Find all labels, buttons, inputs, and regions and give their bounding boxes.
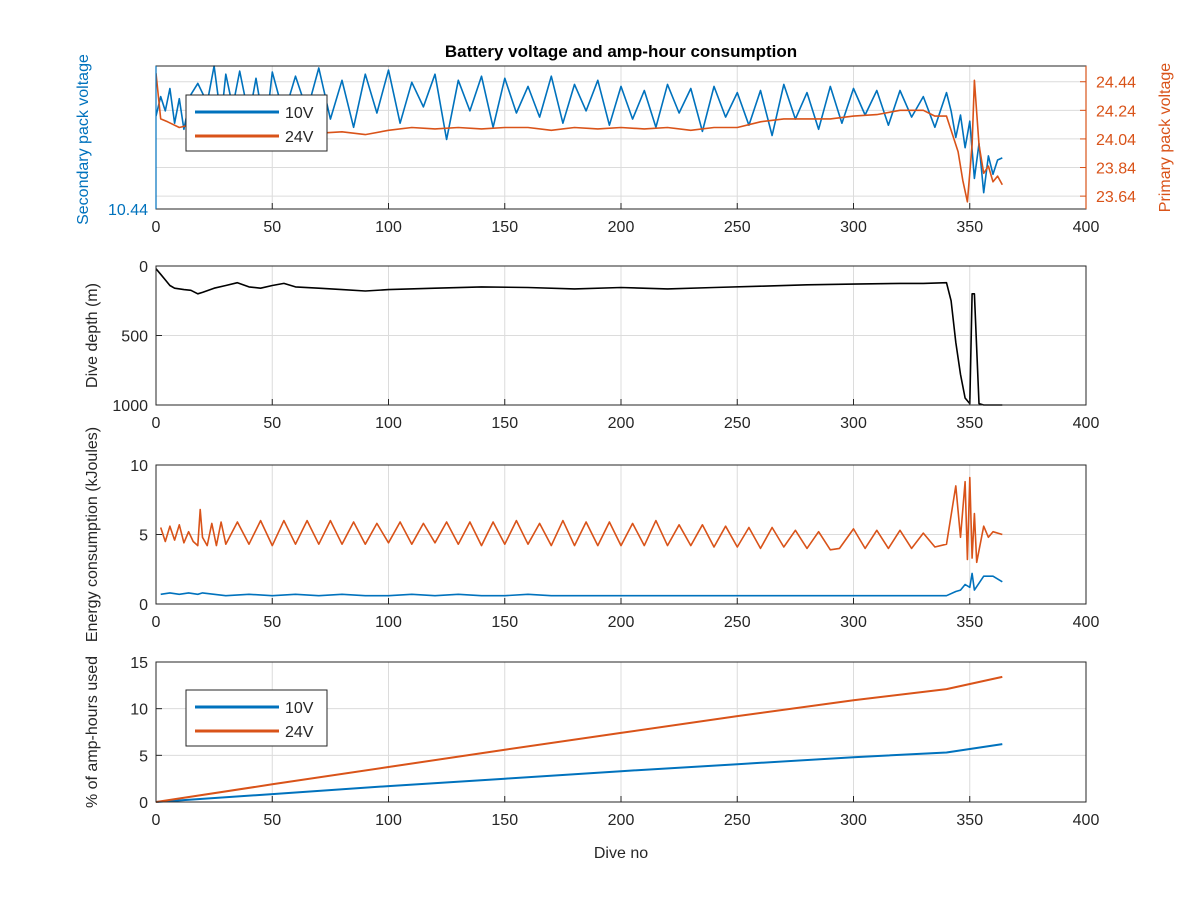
- x-tick-label: 250: [724, 219, 751, 236]
- y-tick-label: 5: [139, 748, 148, 765]
- subplot-4: 0 50 100 150 200 250 300 350 400 0 5 10 15 % of amp-h…: [84, 655, 1099, 829]
- y-tick-label: 0: [139, 795, 148, 812]
- x-tick-label: 150: [491, 415, 518, 432]
- x-tick-label: 300: [840, 614, 867, 631]
- x-tick-label: 350: [956, 812, 983, 829]
- subplot-2: 0 50 100 150 200 250 300 350 400 0 500 1000 Dive dep…: [84, 259, 1099, 432]
- x-tick-label: 300: [840, 219, 867, 236]
- x-tick-label: 300: [840, 812, 867, 829]
- x-tick-label: 400: [1073, 812, 1100, 829]
- x-tick-label: 350: [956, 219, 983, 236]
- y-axis-label-right: Primary pack voltage: [1157, 63, 1174, 212]
- x-tick-label: 200: [608, 219, 635, 236]
- x-tick-label: 100: [375, 614, 402, 631]
- legend-label-10v: 10V: [285, 700, 314, 717]
- x-tick-label: 0: [152, 614, 161, 631]
- y-axis-label: Energy consumption (kJoules): [84, 427, 101, 642]
- y-tick-label: 500: [121, 329, 148, 346]
- x-tick-label: 250: [724, 614, 751, 631]
- x-tick-label: 0: [152, 812, 161, 829]
- x-tick-label: 50: [263, 219, 281, 236]
- x-tick-label: 400: [1073, 219, 1100, 236]
- y-tick-label-left: 10.44: [108, 202, 148, 219]
- x-tick-label: 50: [263, 415, 281, 432]
- y-axis-label: % of amp-hours used: [84, 656, 101, 808]
- y-tick-label-right: 24.44: [1096, 75, 1136, 92]
- x-tick-label: 0: [152, 415, 161, 432]
- y-tick-label-right: 23.84: [1096, 161, 1136, 178]
- x-axis-label: Dive no: [594, 845, 648, 862]
- y-tick-label: 15: [130, 655, 148, 672]
- legend-label-24v: 24V: [285, 129, 314, 146]
- series-line-24v: [156, 675, 1003, 803]
- figure-title: Battery voltage and amp-hour consumption: [445, 42, 797, 61]
- y-tick-label: 5: [139, 528, 148, 545]
- y-tick-label: 10: [130, 458, 148, 475]
- subplot-3: 0 50 100 150 200 250 300 350 400 0 5 10 Energy consu…: [84, 427, 1099, 642]
- x-tick-label: 150: [491, 219, 518, 236]
- x-tick-label: 400: [1073, 415, 1100, 432]
- series-line-10v: [160, 572, 1003, 597]
- x-tick-label: 100: [375, 812, 402, 829]
- y-tick-label: 0: [139, 259, 148, 276]
- x-tick-label: 50: [263, 812, 281, 829]
- x-tick-label: 150: [491, 812, 518, 829]
- x-tick-label: 250: [724, 415, 751, 432]
- x-tick-label: 150: [491, 614, 518, 631]
- legend-box: [185, 94, 328, 152]
- series-line-10v: [156, 743, 1003, 803]
- legend-label-24v: 24V: [285, 724, 314, 741]
- series-line-depth: [156, 268, 1003, 406]
- x-tick-label: 50: [263, 614, 281, 631]
- x-tick-label: 300: [840, 415, 867, 432]
- x-tick-label: 200: [608, 812, 635, 829]
- legend-label-10v: 10V: [285, 105, 314, 122]
- y-tick-label-right: 23.64: [1096, 189, 1136, 206]
- x-tick-label: 350: [956, 614, 983, 631]
- y-tick-label: 1000: [112, 398, 148, 415]
- x-tick-label: 100: [375, 415, 402, 432]
- y-axis-label-left: Secondary pack voltage: [75, 54, 92, 225]
- y-tick-label: 0: [139, 597, 148, 614]
- subplot-1: 0 50 100 150 200 250 300 350 400 10.44 Secondary p…: [75, 54, 1174, 236]
- y-tick-label: 10: [130, 702, 148, 719]
- x-tick-label: 350: [956, 415, 983, 432]
- y-axis-label: Dive depth (m): [84, 283, 101, 388]
- legend-box: [185, 689, 328, 747]
- x-tick-label: 250: [724, 812, 751, 829]
- x-tick-label: 200: [608, 614, 635, 631]
- y-tick-label-right: 24.04: [1096, 132, 1136, 149]
- x-tick-label: 0: [152, 219, 161, 236]
- x-tick-label: 100: [375, 219, 402, 236]
- y-tick-label-right: 24.24: [1096, 103, 1136, 120]
- x-tick-label: 200: [608, 415, 635, 432]
- x-tick-label: 400: [1073, 614, 1100, 631]
- series-line-24v: [159, 476, 1003, 564]
